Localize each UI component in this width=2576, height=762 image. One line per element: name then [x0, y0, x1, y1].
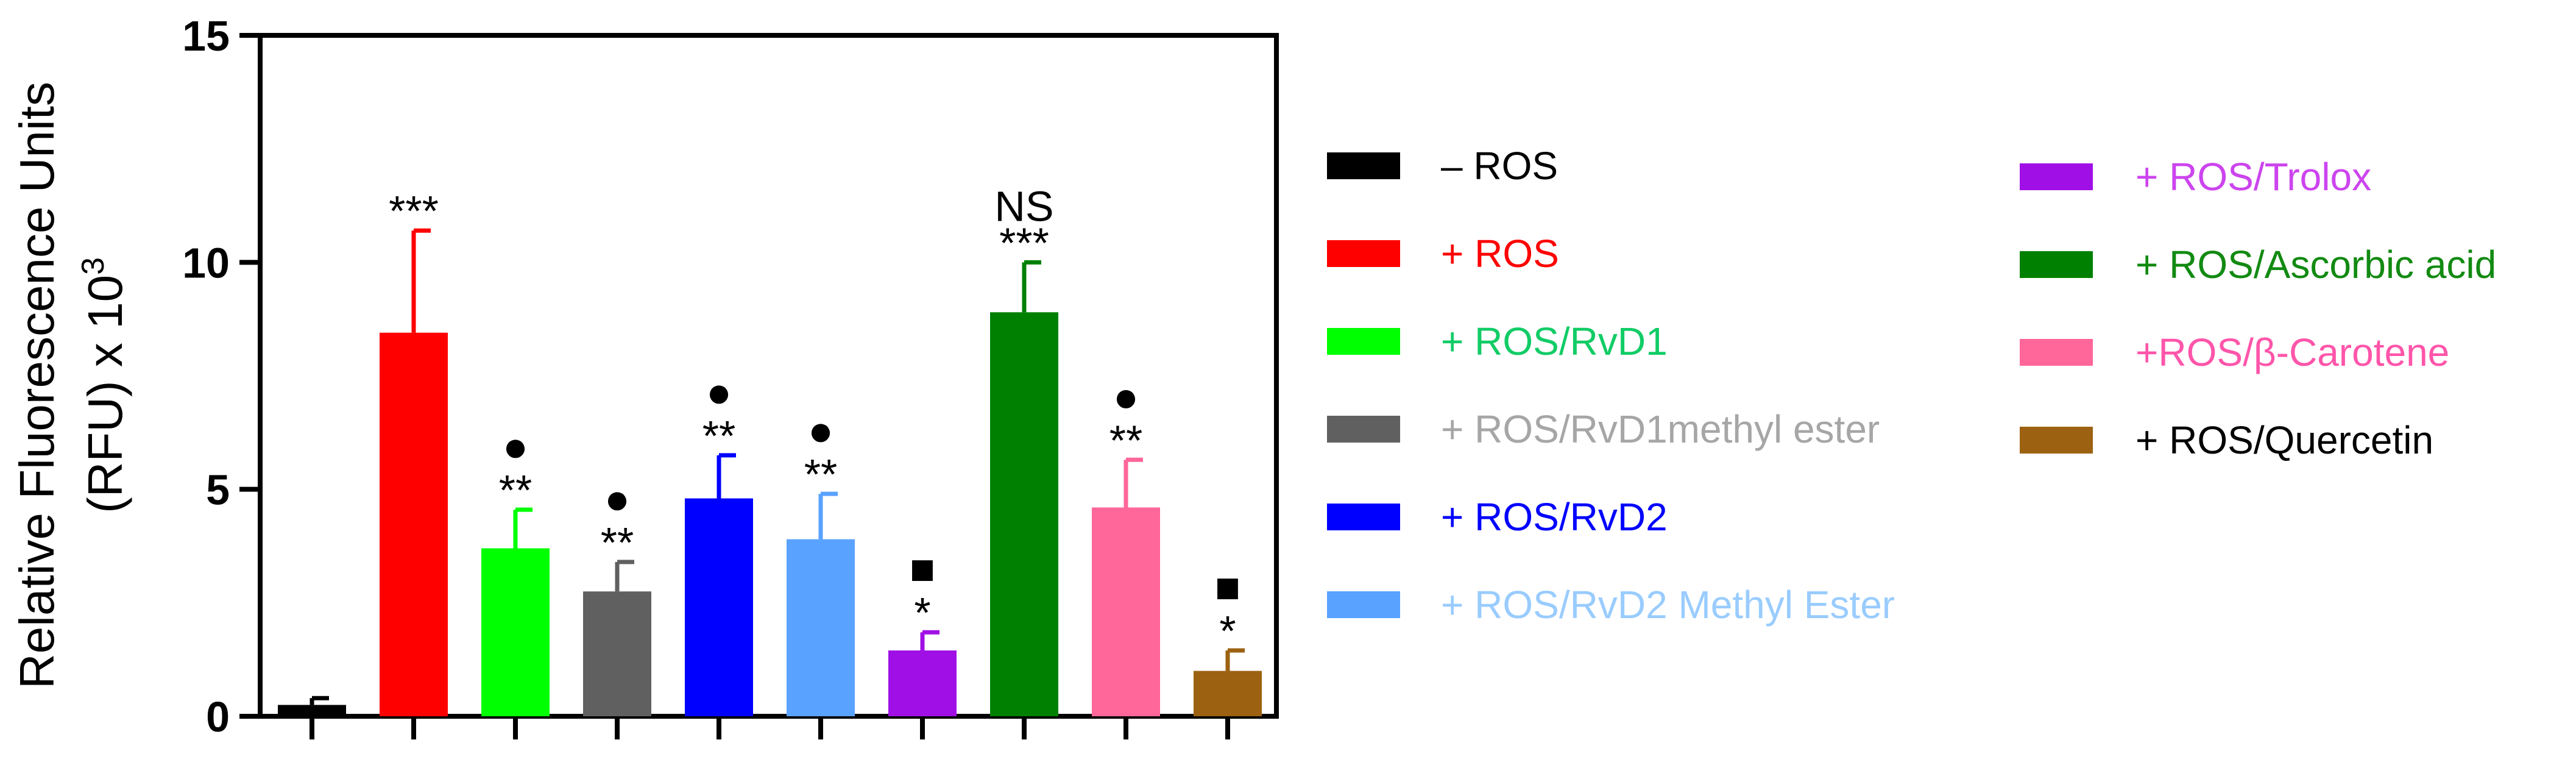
marker-label: ● [1113, 372, 1139, 420]
legend-swatch [1327, 152, 1400, 179]
bar-group: ***NS [990, 182, 1058, 739]
legend-item: – ROS [1327, 144, 1558, 188]
y-axis-title-exponent: 3 [76, 257, 111, 275]
legend-label: + ROS/RvD1methyl ester [1441, 407, 1880, 451]
legend: – ROS + ROS + ROS/RvD1 + ROS/RvD1methyl est… [1327, 144, 2496, 627]
bar-group: **● [1092, 372, 1160, 739]
significance-label: ** [601, 519, 634, 566]
significance-label: *** [389, 187, 439, 235]
legend-swatch [2020, 427, 2093, 454]
legend-label: + ROS/Trolox [2135, 155, 2371, 199]
legend-label: +ROS/β-Carotene [2135, 330, 2449, 374]
legend-item: +ROS/β-Carotene [2020, 330, 2449, 374]
legend-swatch [2020, 163, 2093, 190]
y-axis-title-line1: Relative Fluorescence Units [10, 82, 64, 689]
marker-label: ● [503, 422, 528, 470]
legend-item: + ROS/RvD1 [1327, 319, 1668, 363]
legend-label: – ROS [1441, 144, 1558, 188]
y-tick-label: 5 [206, 466, 230, 514]
legend-swatch [1327, 504, 1400, 530]
significance-label: ** [1109, 416, 1142, 464]
bar-group: **● [787, 407, 855, 739]
bar [278, 705, 346, 716]
y-tick-label: 10 [182, 239, 230, 287]
bar-group: *■ [1194, 563, 1262, 739]
bar [888, 650, 957, 716]
significance-label: * [1219, 607, 1236, 655]
legend-swatch [1327, 328, 1400, 355]
bar-group: **● [481, 422, 550, 739]
bar [1194, 671, 1262, 716]
legend-item: + ROS/RvD2 Methyl Ester [1327, 583, 1895, 627]
legend-label: + ROS [1441, 232, 1559, 276]
marker-label: ● [808, 407, 833, 454]
legend-swatch [2020, 339, 2093, 366]
marker-label: ■ [910, 545, 935, 593]
legend-item: + ROS/Trolox [2020, 155, 2371, 199]
bar [685, 498, 753, 716]
significance-label: ** [499, 466, 532, 514]
legend-item: + ROS/Quercetin [2020, 418, 2433, 462]
legend-item: + ROS/RvD2 [1327, 495, 1668, 539]
bars-group: *****●**●**●**●*■***NS**●*■ [278, 182, 1262, 739]
significance-label: * [914, 589, 930, 636]
bar [787, 539, 855, 716]
significance-label: *** [999, 219, 1049, 266]
legend-swatch [1327, 416, 1400, 443]
legend-swatch [1327, 240, 1400, 267]
bar [583, 591, 651, 716]
marker-label: ■ [1215, 563, 1240, 611]
y-tick-label: 0 [206, 693, 230, 741]
bar-group: **● [685, 368, 753, 739]
legend-item: + ROS [1327, 232, 1559, 276]
marker-label: ● [604, 475, 630, 522]
legend-label: + ROS/RvD2 Methyl Ester [1441, 583, 1895, 627]
legend-label: + ROS/RvD1 [1441, 319, 1668, 363]
legend-item: + ROS/RvD1methyl ester [1327, 407, 1880, 451]
bar-group [278, 696, 346, 739]
marker-label: ● [706, 368, 732, 416]
legend-label: + ROS/Ascorbic acid [2135, 243, 2496, 287]
bar [481, 548, 550, 716]
bar-group: *** [380, 187, 448, 739]
legend-label: + ROS/RvD2 [1441, 495, 1668, 539]
legend-swatch [1327, 591, 1400, 618]
y-axis-ticks: 0 5 10 15 [182, 12, 260, 741]
legend-swatch [2020, 251, 2093, 278]
significance-label: ** [702, 412, 735, 460]
bar [1092, 507, 1160, 716]
bar [380, 332, 448, 716]
y-tick-label: 15 [182, 12, 230, 60]
legend-item: + ROS/Ascorbic acid [2020, 243, 2496, 287]
bar-group: *■ [888, 545, 957, 739]
bar-group: **● [583, 475, 651, 739]
plot-frame [258, 33, 1279, 719]
bar [990, 312, 1058, 716]
significance-label: ** [804, 450, 837, 498]
legend-label: + ROS/Quercetin [2135, 418, 2433, 462]
y-axis-title-line2: (RFU) x 103 [76, 257, 132, 513]
y-axis-title: Relative Fluorescence Units (RFU) x 103 [10, 82, 132, 689]
marker-label: NS [994, 182, 1053, 230]
y-axis-title-line2-text: (RFU) x 10 [78, 275, 132, 513]
